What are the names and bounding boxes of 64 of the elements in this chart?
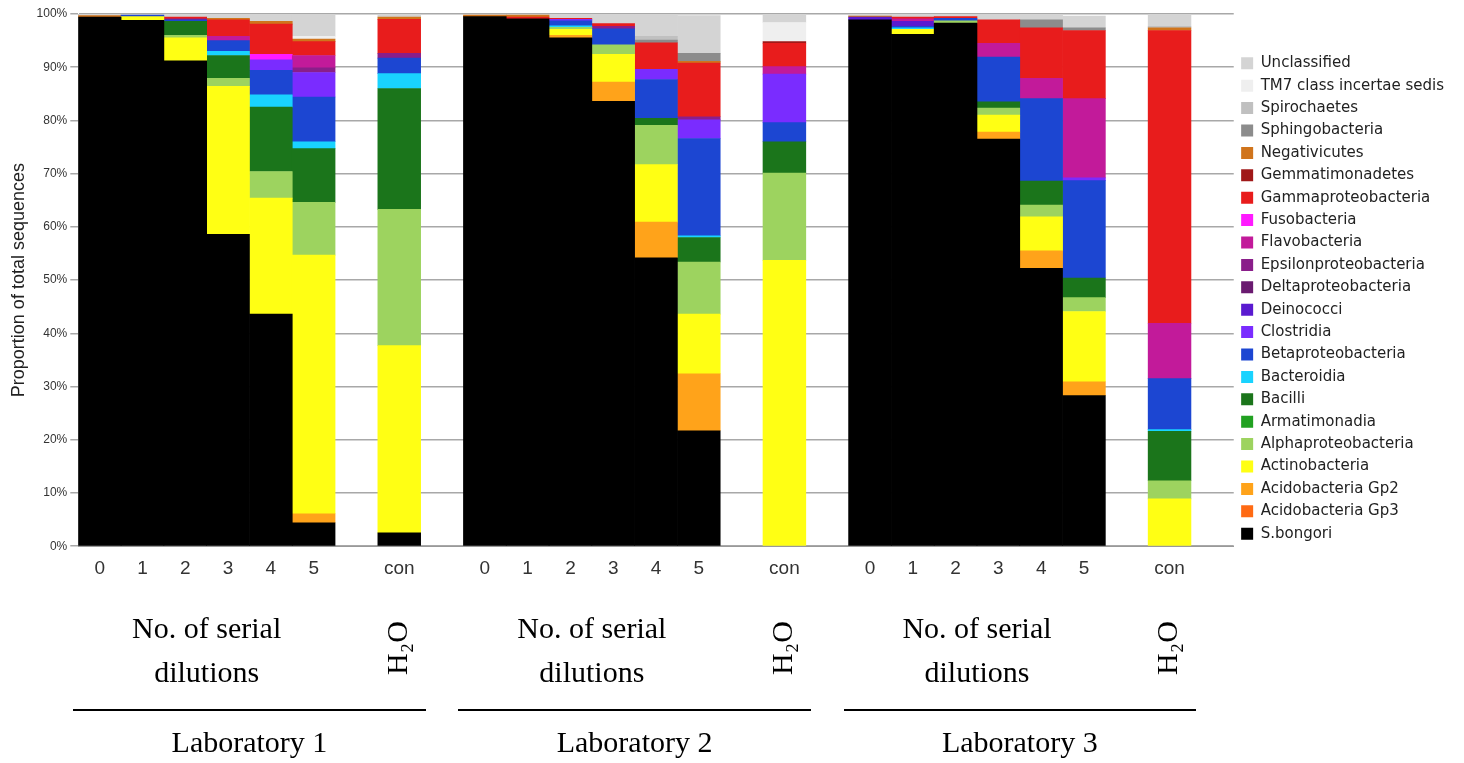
x-tick-label: 2 — [179, 556, 191, 578]
y-tick-label: 100% — [36, 6, 68, 21]
text: No. of serial dilutions — [132, 610, 282, 688]
legend-label: Epsilonproteobacteria — [1260, 254, 1425, 273]
text: H₂O — [380, 621, 414, 675]
x-tick-label: 1 — [907, 556, 919, 578]
x-tick-label: con — [1154, 556, 1185, 578]
legend-label: Bacilli — [1260, 389, 1306, 408]
y-tick-label: 0% — [49, 538, 68, 553]
x-tick-label: 0 — [479, 556, 491, 578]
x-tick-label: 4 — [265, 556, 277, 578]
x-tick-label: 2 — [950, 556, 961, 578]
text: Laboratory 1 — [171, 724, 328, 758]
x-tick-label: 3 — [607, 556, 619, 578]
legend-label: Deinococci — [1260, 299, 1343, 318]
x-tick-label: 1 — [522, 556, 533, 578]
x-tick-label: 5 — [308, 556, 319, 578]
text: No. of serial dilutions — [517, 610, 667, 688]
y-tick-label: 70% — [43, 165, 68, 180]
legend-label: Alphaproteobacteria — [1260, 433, 1414, 452]
x-tick-label: 4 — [650, 556, 662, 578]
legend-label: S.bongori — [1260, 523, 1333, 542]
legend-label: Actinobacteria — [1260, 456, 1370, 475]
legend-label: Gemmatimonadetes — [1260, 165, 1415, 184]
text: No. of serial dilutions — [902, 610, 1052, 688]
y-tick-label: 10% — [43, 485, 68, 500]
x-tick-label: con — [769, 556, 800, 578]
y-tick-label: 20% — [43, 432, 68, 447]
legend-label: Fusobacteria — [1260, 209, 1357, 228]
legend-label: Unclassified — [1260, 53, 1351, 72]
y-tick-label: 30% — [43, 378, 68, 393]
legend-label: Sphingobacteria — [1260, 120, 1384, 139]
legend-label: Armatimonadia — [1260, 411, 1377, 430]
y-tick-label: 80% — [43, 112, 68, 127]
x-tick-label: 5 — [693, 556, 705, 578]
legend-label: Flavobacteria — [1260, 232, 1363, 251]
x-tick-label: 4 — [1035, 556, 1047, 578]
text: H₂O — [1150, 621, 1184, 675]
y-tick-label: 40% — [43, 325, 68, 340]
x-tick-label: 0 — [94, 556, 105, 578]
text: H₂O — [765, 621, 799, 675]
legend-label: Bacteroidia — [1260, 366, 1346, 385]
x-tick-label: 0 — [864, 556, 876, 578]
text: Laboratory 3 — [941, 724, 1098, 758]
legend-label: Clostridia — [1260, 321, 1332, 340]
legend-label: TM7 class incertae sedis — [1259, 75, 1445, 94]
legend-label: Deltaproteobacteria — [1260, 277, 1412, 296]
y-tick-label: 90% — [43, 59, 68, 74]
legend-label: Spirochaetes — [1260, 97, 1359, 116]
x-tick-label: 2 — [565, 556, 576, 578]
y-tick-label: 60% — [43, 219, 68, 234]
x-tick-label: 1 — [137, 556, 148, 578]
legend-label: Negativicutes — [1260, 142, 1364, 161]
legend-label: Gammaproteobacteria — [1260, 187, 1431, 206]
x-tick-label: con — [383, 556, 415, 578]
legend-label: Acidobacteria Gp2 — [1260, 478, 1399, 497]
legend-label: Acidobacteria Gp3 — [1260, 501, 1399, 520]
text: Laboratory 2 — [556, 724, 713, 758]
y-tick-label: 50% — [43, 272, 68, 287]
legend-label: Betaproteobacteria — [1260, 344, 1406, 363]
y-axis-title: Proportion of total sequences — [7, 163, 28, 398]
x-tick-label: 5 — [1078, 556, 1090, 578]
x-tick-label: 3 — [222, 556, 234, 578]
x-tick-label: 3 — [993, 556, 1004, 578]
